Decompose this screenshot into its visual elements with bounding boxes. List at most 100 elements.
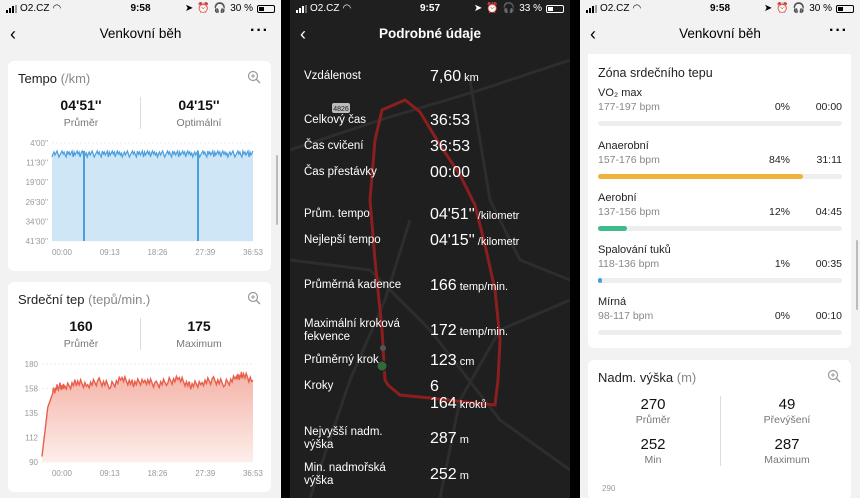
x-tick-label: 09:13: [100, 469, 121, 478]
page-title: Podrobné údaje: [378, 26, 481, 41]
x-tick-label: 00:00: [52, 469, 73, 478]
elevation-y-tick: 290: [602, 484, 616, 493]
scrollbar[interactable]: [856, 240, 858, 310]
zone-name: VO₂ max: [598, 87, 642, 99]
back-button[interactable]: ‹: [590, 24, 596, 44]
zone-bar: [598, 278, 842, 283]
x-tick-label: 18:26: [147, 248, 168, 257]
zone-duration: 31:11: [816, 154, 843, 166]
tempo-unit: (/km): [60, 71, 91, 86]
zoom-icon[interactable]: [827, 369, 841, 383]
back-button[interactable]: ‹: [10, 24, 16, 44]
x-tick-label: 00:00: [52, 248, 73, 257]
detail-label: Prům. tempo: [304, 208, 370, 220]
zone-duration: 00:10: [815, 310, 842, 322]
alarm-icon: ⏰: [486, 3, 499, 14]
zone-row: VO₂ max 177-197 bpm 0% 00:00: [598, 87, 842, 126]
tempo-area: [52, 151, 253, 241]
detail-value: 166 temp/min.: [430, 277, 508, 294]
detail-unit: temp/min.: [459, 326, 508, 338]
location-icon: ➤: [184, 3, 194, 14]
zone-name: Mírná: [598, 296, 627, 308]
zone-duration: 00:35: [815, 258, 842, 270]
y-tick-label: 19'00'': [26, 178, 49, 187]
heart-rate-card: Srdeční tep (tepů/min.) 160 Průměr 175 Max…: [8, 282, 271, 492]
detail-unit: m: [459, 470, 469, 482]
y-tick-label: 11'30'': [26, 159, 48, 168]
battery-percent: 30 %: [809, 3, 832, 14]
end-marker: [380, 345, 386, 351]
detail-value: 6 164 kroků: [430, 378, 487, 412]
zone-bar: [598, 174, 842, 179]
battery-icon: [257, 4, 275, 13]
detail-unit: /kilometr: [477, 210, 520, 222]
y-tick-label: 90: [29, 458, 38, 467]
zone-bar: [598, 121, 842, 126]
battery-icon: [546, 4, 564, 13]
status-bar: O2.CZ ◠ 9:58 ➤ ⏰ 🎧 30 %: [580, 0, 860, 18]
nav-bar: ‹ Venkovní běh ···: [580, 20, 860, 48]
zone-percent: 84%: [768, 154, 790, 166]
detail-label: Nejvyšší nadm. výška: [304, 426, 383, 451]
heart-zone-card: Zóna srdečního tepu: [588, 54, 851, 348]
zone-range: 98-117 bpm: [598, 310, 654, 322]
y-tick-label: 26'30'': [26, 198, 49, 207]
detail-label: Průměrná kadence: [304, 279, 402, 291]
y-tick-label: 34'00'': [26, 217, 49, 226]
more-icon[interactable]: ···: [829, 22, 848, 39]
nav-bar: ‹ Podrobné údaje: [290, 20, 570, 48]
tempo-chart: 4'00'' 11'30'' 19'00'' 26'30'' 34'00'' 41'30'…: [26, 139, 264, 257]
elevation-climb: 49 Převýšení: [763, 396, 811, 426]
zoom-icon[interactable]: [247, 70, 261, 84]
zone-range: 157-176 bpm: [598, 154, 660, 166]
heart-line: [41, 371, 254, 457]
detail-unit: temp/min.: [459, 281, 508, 293]
headphones-icon: 🎧: [213, 3, 227, 14]
detail-value: 287 m: [430, 430, 469, 447]
y-tick-label: 158: [25, 385, 39, 394]
zone-duration: 00:00: [815, 101, 842, 113]
detail-unit: kroků: [459, 399, 487, 411]
zone-row: Anaerobní 157-176 bpm 84% 31:11: [598, 140, 843, 179]
heart-area: [42, 371, 253, 462]
detail-label: Vzdálenost: [304, 70, 361, 82]
detail-label: Maximální kroková fekvence: [304, 318, 400, 343]
route-path: [368, 98, 502, 407]
zone-row: Mírná 98-117 bpm 0% 00:10: [598, 296, 842, 335]
detail-label: Čas cvičení: [304, 140, 364, 152]
x-tick-label: 36:53: [243, 469, 264, 478]
wifi-icon: ◠: [52, 3, 62, 14]
heart-average: 160 Průměr: [63, 318, 99, 350]
headphones-icon: 🎧: [502, 3, 516, 14]
y-tick-label: 180: [25, 360, 39, 369]
tempo-average: 04'51'' Průměr: [60, 97, 102, 129]
zone-range: 177-197 bpm: [598, 101, 660, 113]
zone-range: 118-136 bpm: [598, 258, 660, 270]
detail-value: 123 cm: [430, 352, 475, 369]
zone-percent: 12%: [768, 206, 790, 218]
back-button[interactable]: ‹: [300, 24, 306, 44]
x-tick-label: 27:39: [195, 469, 216, 478]
battery-icon: [836, 4, 854, 13]
elevation-min: 252 Min: [640, 436, 666, 466]
divider: [140, 97, 141, 129]
y-tick-label: 4'00'': [30, 139, 48, 148]
scrollbar[interactable]: [276, 155, 278, 225]
zoom-icon[interactable]: [247, 291, 261, 305]
middle-screen: 4826 O2.CZ ◠ 9:57 ➤ ⏰ 🎧 33 % ‹ Podrobné …: [290, 0, 570, 498]
detail-value: 36:53: [430, 138, 471, 155]
detail-label: Nejlepší tempo: [304, 234, 381, 246]
nav-bar: ‹ Venkovní běh ···: [0, 20, 281, 48]
zone-range: 137-156 bpm: [598, 206, 660, 218]
detail-value: 36:53: [430, 112, 471, 129]
elevation-title: Nadm. výška: [598, 370, 674, 385]
zone-name: Spalování tuků: [598, 244, 671, 256]
more-icon[interactable]: ···: [250, 22, 269, 39]
detail-label: Průměrný krok: [304, 354, 379, 366]
x-tick-label: 18:26: [147, 469, 168, 478]
right-screen: O2.CZ ◠ 9:58 ➤ ⏰ 🎧 30 % ‹ Venkovní běh ·…: [580, 0, 860, 498]
elevation-average: 270 Průměr: [635, 396, 671, 426]
location-icon: ➤: [473, 3, 483, 14]
heart-chart: 180 158 135 112 90 00:00 09:13 18:26 27:39 36:53: [25, 360, 264, 478]
zone-bar-fill: [598, 278, 602, 283]
